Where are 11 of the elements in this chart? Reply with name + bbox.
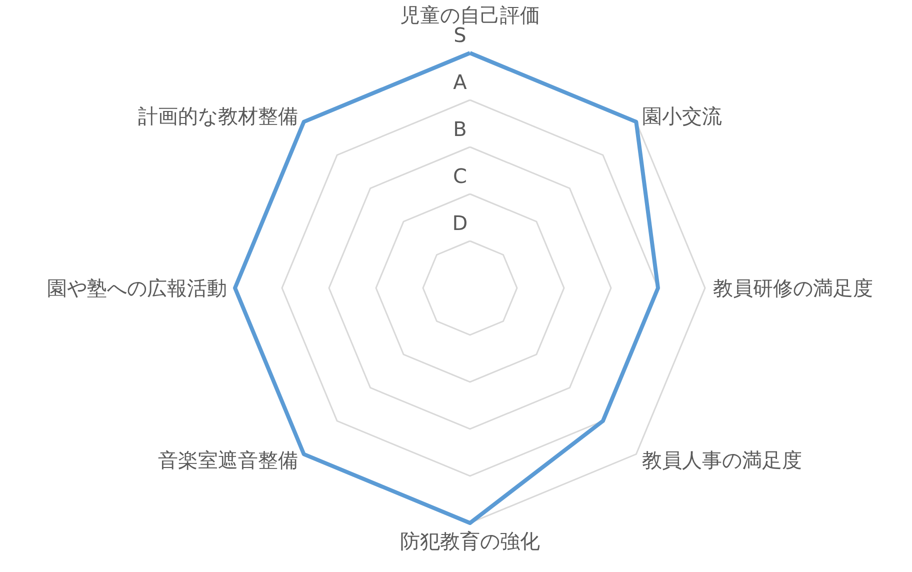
spoke-label: 防犯教育の強化 (400, 529, 540, 553)
spoke-label: 計画的な教材整備 (138, 104, 298, 128)
y-tick-label: A (453, 70, 468, 94)
y-tick-label: B (453, 117, 467, 141)
spoke-label: 教員研修の満足度 (713, 276, 873, 300)
y-tick-label: C (453, 164, 467, 188)
spoke-label: 園や塾への広報活動 (47, 276, 227, 300)
spoke-label: 音楽室遮音整備 (158, 448, 298, 472)
y-tick-label: D (452, 211, 468, 235)
spoke-label: 教員人事の満足度 (642, 448, 802, 472)
spoke-label: 園小交流 (642, 104, 722, 128)
